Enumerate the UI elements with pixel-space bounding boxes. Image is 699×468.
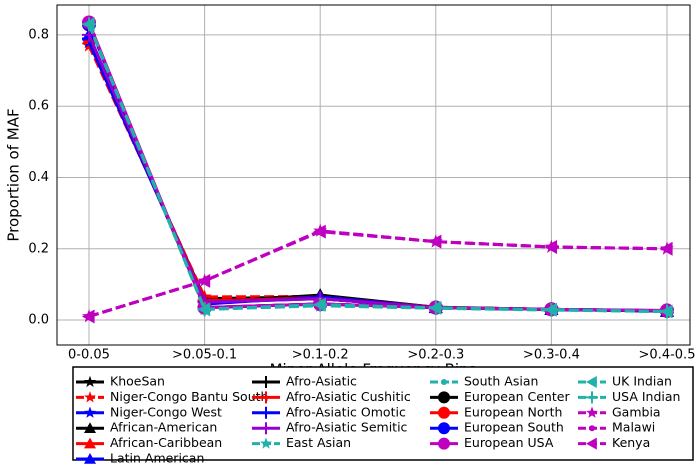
marker [428, 300, 443, 315]
marker [84, 375, 96, 388]
series-line [87, 34, 668, 313]
series-line [87, 41, 668, 313]
legend-label: KhoeSan [110, 374, 165, 389]
x-tick-label: >0.1-0.2 [292, 348, 349, 363]
x-tick-label: >0.05-0.1 [172, 348, 237, 363]
series-line [87, 23, 668, 313]
marker [586, 376, 597, 388]
marker [82, 309, 95, 324]
marker [586, 437, 597, 450]
marker [586, 406, 598, 418]
marker [260, 376, 272, 388]
series-line [87, 37, 668, 313]
series-line [87, 23, 668, 313]
series-line [87, 37, 668, 313]
marker [438, 391, 450, 404]
marker [260, 422, 272, 435]
marker [84, 422, 96, 433]
y-tick-label: 0.2 [28, 241, 49, 256]
series-line [87, 37, 668, 313]
legend-label: European Center [464, 389, 570, 404]
legend-label: Latin American [110, 451, 204, 465]
legend-label: Gambia [612, 404, 661, 419]
y-tick-label: 0.4 [28, 170, 49, 185]
x-tick-label: >0.3-0.4 [523, 348, 580, 363]
marker [589, 425, 595, 432]
marker [260, 437, 272, 449]
marker [260, 391, 272, 404]
marker [84, 437, 96, 449]
y-tick-label: 0.6 [28, 99, 49, 114]
legend-label: Afro-Asiatic Semitic [286, 420, 408, 435]
marker [313, 224, 326, 239]
series-line [87, 37, 668, 313]
marker [84, 453, 96, 464]
legend-label: African-Caribbean [110, 435, 222, 450]
legend-label: African-American [110, 420, 217, 435]
legend-label: South Asian [464, 374, 538, 389]
y-axis-label: Proportion of MAF [5, 108, 23, 241]
marker [544, 302, 559, 317]
plot-frame [56, 4, 691, 346]
marker [428, 234, 442, 249]
legend-label: European South [464, 420, 564, 435]
marker [544, 239, 557, 254]
y-tick-label: 0.0 [28, 313, 49, 328]
series-line [87, 34, 668, 313]
series-line [87, 37, 668, 313]
marker [438, 437, 450, 450]
series-line [87, 23, 668, 313]
series-line [87, 21, 668, 312]
marker [84, 406, 96, 418]
legend-label: East Asian [286, 435, 351, 450]
marker [313, 297, 328, 312]
marker [197, 302, 212, 317]
marker [660, 241, 673, 256]
marker [82, 17, 96, 32]
marker [260, 406, 272, 419]
legend-label: Afro-Asiatic Cushitic [286, 389, 411, 404]
legend-label: Malawi [612, 420, 655, 435]
legend-label: European North [464, 404, 562, 419]
x-tick-label: >0.2-0.3 [407, 348, 464, 363]
marker [438, 422, 450, 435]
legend-label: Afro-Asiatic Omotic [286, 404, 406, 419]
series-line [87, 23, 668, 313]
x-tick-label: 0-0.05 [68, 348, 110, 363]
legend-label: European USA [464, 435, 554, 450]
marker [441, 379, 447, 385]
y-tick-label: 0.8 [28, 27, 49, 42]
marker [197, 273, 211, 288]
series-line [87, 23, 668, 313]
series-line [87, 45, 668, 313]
legend-label: Kenya [612, 435, 650, 450]
series-line [87, 41, 668, 313]
series-line [87, 23, 668, 313]
series-line [88, 230, 668, 318]
x-tick-label: >0.4-0.5 [639, 348, 696, 363]
legend-label: Niger-Congo West [110, 404, 222, 419]
legend-label: UK Indian [612, 374, 672, 389]
marker [84, 391, 96, 403]
marker [586, 391, 598, 404]
marker [660, 304, 674, 319]
marker [438, 406, 450, 419]
series-line [87, 23, 668, 313]
legend-label: USA Indian [612, 389, 680, 404]
legend-label: Niger-Congo Bantu South [110, 389, 268, 404]
legend-label: Afro-Asiatic [286, 374, 357, 389]
